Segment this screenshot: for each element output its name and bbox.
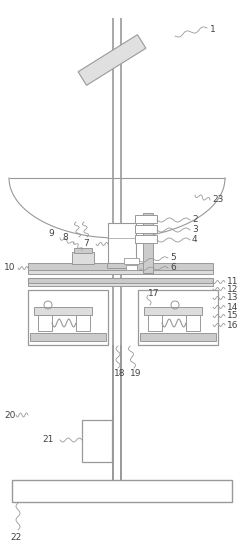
Bar [107,263,137,268]
Bar [135,215,157,223]
Text: 16: 16 [227,320,239,330]
Text: 11: 11 [227,278,239,286]
Bar [144,307,202,315]
Bar [28,290,108,345]
Bar [76,315,90,331]
Text: 21: 21 [42,436,53,445]
Bar [74,248,92,253]
Text: 7: 7 [83,240,89,249]
Text: 14: 14 [227,302,238,311]
Text: 3: 3 [192,225,198,235]
Bar [28,283,213,286]
Text: 19: 19 [130,370,141,379]
Text: 8: 8 [62,234,68,243]
Bar [82,420,112,462]
Bar [38,315,52,331]
Text: 6: 6 [170,264,176,273]
Bar [28,263,213,270]
Bar [140,333,216,341]
Text: 10: 10 [4,264,15,273]
Bar [135,225,157,233]
Text: 4: 4 [192,235,198,245]
Text: 17: 17 [148,289,160,297]
Bar [135,235,157,243]
Polygon shape [78,34,146,85]
Bar [124,258,139,264]
Bar [138,290,218,345]
Text: 23: 23 [212,195,223,204]
Bar [186,315,200,331]
Bar [143,213,153,273]
Bar [28,270,213,274]
Text: 18: 18 [114,370,125,379]
Bar [12,480,232,502]
Bar [30,333,106,341]
Text: 12: 12 [227,285,238,294]
Bar [34,307,92,315]
Text: 2: 2 [192,215,198,225]
Text: 22: 22 [10,532,21,542]
Bar [72,252,94,264]
Text: 9: 9 [48,230,54,239]
Bar [126,265,137,270]
Bar [148,315,162,331]
Text: 15: 15 [227,311,239,320]
Bar [28,278,213,283]
Text: 13: 13 [227,294,239,302]
Bar [108,223,136,263]
Text: 20: 20 [4,411,15,420]
Text: 1: 1 [210,24,216,33]
Text: 5: 5 [170,254,176,263]
